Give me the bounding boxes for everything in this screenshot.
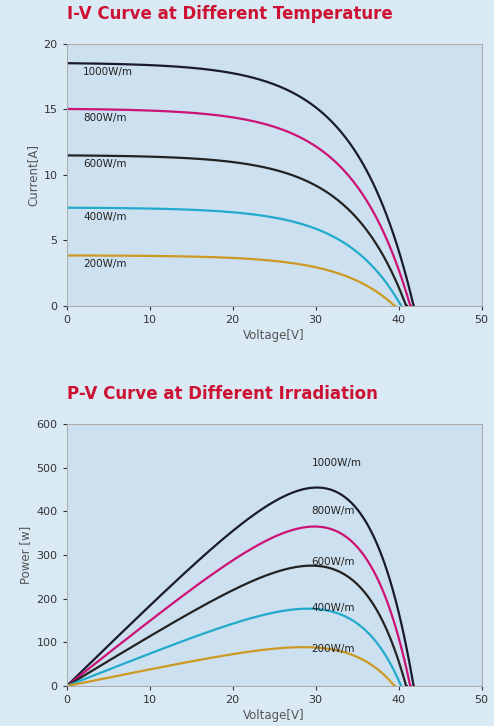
Y-axis label: Current[A]: Current[A] — [26, 144, 40, 205]
Y-axis label: Power [w]: Power [w] — [19, 526, 33, 584]
Text: P-V Curve at Different Irradiation: P-V Curve at Different Irradiation — [67, 385, 383, 403]
Text: 1000W/m: 1000W/m — [312, 458, 362, 468]
Text: 400W/m: 400W/m — [83, 212, 127, 221]
Text: 800W/m: 800W/m — [312, 506, 355, 516]
X-axis label: Voltage[V]: Voltage[V] — [244, 709, 305, 722]
Text: 800W/m: 800W/m — [83, 113, 127, 123]
Text: 600W/m: 600W/m — [83, 159, 127, 169]
X-axis label: Voltage[V]: Voltage[V] — [244, 329, 305, 342]
Text: 400W/m: 400W/m — [312, 603, 355, 613]
Text: 600W/m: 600W/m — [312, 557, 355, 566]
Text: 1000W/m: 1000W/m — [83, 68, 133, 78]
Text: 200W/m: 200W/m — [312, 644, 355, 654]
Text: I-V Curve at Different Temperature: I-V Curve at Different Temperature — [67, 4, 398, 23]
Text: 200W/m: 200W/m — [83, 259, 127, 269]
